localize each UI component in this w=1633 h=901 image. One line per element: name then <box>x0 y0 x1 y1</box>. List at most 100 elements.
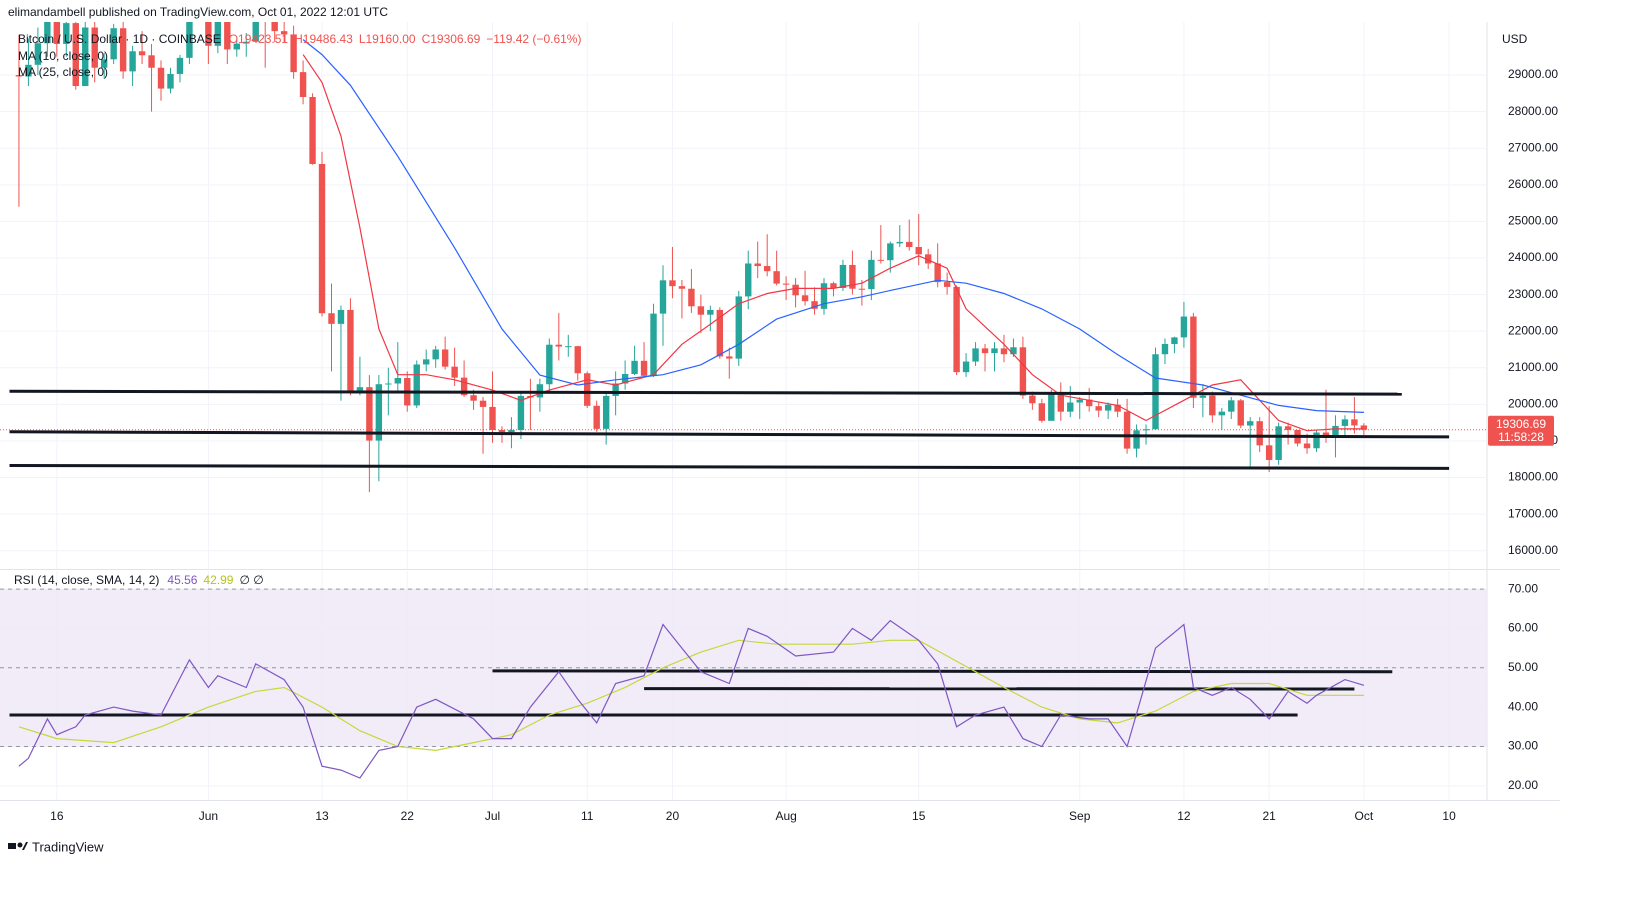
y-tick-label: 28000.00 <box>1508 104 1558 118</box>
tradingview-logo <box>8 842 28 850</box>
candle-body <box>1209 395 1216 416</box>
candle-body <box>669 280 676 287</box>
rsi-support-line <box>492 669 1393 674</box>
candle-body <box>44 22 51 44</box>
support-line <box>9 464 1450 470</box>
countdown-label: 11:58:28 <box>1498 430 1544 444</box>
x-tick-label: Sep <box>1069 809 1091 823</box>
candle-body <box>53 22 61 44</box>
x-tick-label: Aug <box>775 809 796 823</box>
candle-body <box>1076 399 1083 403</box>
y-tick-label: 17000.00 <box>1508 506 1558 520</box>
candle-body <box>157 67 165 89</box>
candle-body <box>1218 411 1226 416</box>
price-plot <box>9 22 1450 493</box>
candle-body <box>176 57 184 74</box>
candle-body <box>186 22 193 58</box>
candle-body <box>962 361 970 373</box>
candle-body <box>877 259 885 261</box>
x-tick-label: 22 <box>401 809 415 823</box>
candle-body <box>678 286 686 289</box>
candle-body <box>138 51 146 56</box>
symbol-title: Bitcoin / U.S. Dollar · 1D · COINBASE <box>18 32 221 46</box>
candle-body <box>745 263 752 297</box>
candle-body <box>119 28 127 72</box>
candle-body <box>811 301 818 309</box>
candle-body <box>1303 443 1311 449</box>
x-tick-label: 16 <box>50 809 64 823</box>
candle-body <box>1360 425 1368 430</box>
candle-body <box>981 348 989 354</box>
candle-body <box>650 313 657 376</box>
candle-body <box>555 344 563 347</box>
x-tick-label: 11 <box>581 809 594 823</box>
y-tick-label: 21000.00 <box>1508 360 1558 374</box>
candle-body <box>1351 419 1358 426</box>
last-price-label: 19306.69 <box>1496 417 1546 431</box>
candle-body <box>612 383 619 396</box>
rsi-plot <box>9 619 1393 779</box>
candle-body <box>34 43 42 65</box>
last-price-box <box>1488 415 1554 446</box>
y-tick-label: 23000.00 <box>1508 287 1558 301</box>
candle-body <box>688 288 695 307</box>
candle-body <box>1019 347 1027 396</box>
candle-body <box>1048 393 1055 421</box>
candle-body <box>1228 400 1235 412</box>
candle-body <box>858 288 866 290</box>
y-tick-label: 20.00 <box>1508 778 1538 792</box>
candle-body <box>290 34 297 73</box>
candle-body <box>479 400 487 407</box>
candle-body <box>517 395 525 430</box>
ma-line <box>302 54 1364 432</box>
ma25-legend: MA (25, close, 0) <box>18 65 108 79</box>
candle-body <box>423 359 430 365</box>
candle-body <box>470 395 477 401</box>
candle-body <box>801 295 809 302</box>
candle-body <box>820 283 828 309</box>
candle-body <box>773 271 780 284</box>
candle-body <box>1237 400 1244 426</box>
y-tick-label: 29000.00 <box>1508 67 1558 81</box>
candle-body <box>1247 421 1254 426</box>
candle-body <box>782 283 790 285</box>
candle-body <box>508 429 515 433</box>
candle-body <box>167 73 174 89</box>
candle-body <box>887 243 894 261</box>
candle-body <box>763 266 771 272</box>
candle-body <box>299 72 307 98</box>
y-tick-label: 22000.00 <box>1508 323 1558 337</box>
candle-body <box>309 97 316 164</box>
legend-change: −119.42 (−0.61%) <box>486 32 581 46</box>
y-tick-label: 16000.00 <box>1508 543 1558 557</box>
candle-body <box>896 241 903 244</box>
candle-body <box>498 429 506 433</box>
rsi-band <box>0 589 1487 747</box>
candle-body <box>460 377 468 396</box>
candle-body <box>252 22 259 42</box>
candle-body <box>584 373 591 406</box>
x-tick-label: 20 <box>666 809 680 823</box>
candle-body <box>1152 354 1159 430</box>
y-tick-label: 18000.00 <box>1508 470 1558 484</box>
candle-body <box>1161 343 1169 355</box>
candle-body <box>356 387 364 391</box>
x-tick-label: 13 <box>315 809 329 823</box>
candle-body <box>214 22 222 46</box>
candle-body <box>707 309 714 315</box>
x-tick-label: 15 <box>912 809 926 823</box>
candle-body <box>1123 411 1131 449</box>
candle-body <box>943 282 951 287</box>
candle-body <box>1114 404 1121 412</box>
support-line <box>9 430 1450 439</box>
rsi-line <box>18 639 1364 752</box>
rsi-line <box>18 619 1365 779</box>
rsi-value: 45.56 <box>167 573 197 587</box>
candle-body <box>337 309 345 324</box>
candle-body <box>593 405 600 429</box>
ma-line <box>302 39 1364 413</box>
candle-body <box>1256 421 1263 446</box>
candle-body <box>91 27 98 68</box>
candle-body <box>726 356 733 359</box>
candle-body <box>906 241 913 248</box>
